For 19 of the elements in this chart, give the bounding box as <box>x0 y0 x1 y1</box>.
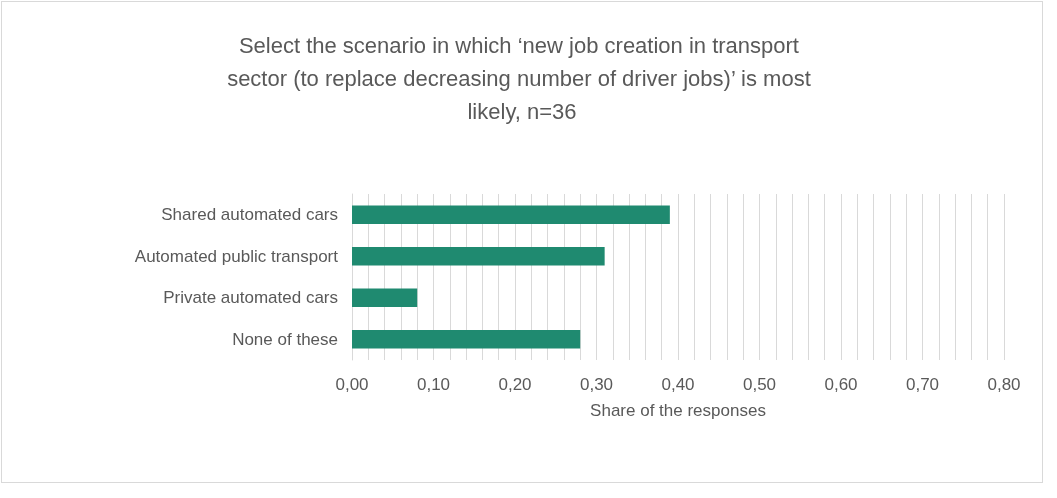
x-tick-label: 0,00 <box>335 375 369 394</box>
bar <box>352 329 581 349</box>
chart-title: Select the scenario in which ‘new job creation in transport sector (to replace decreasing number of driver jobs)’ is most likely, n=36 <box>227 33 817 124</box>
x-tick-label: 0,30 <box>579 375 614 394</box>
y-tick-label: Automated public transport <box>134 246 339 266</box>
x-tick-label: 0,60 <box>824 375 858 394</box>
x-tick-label: 0,20 <box>498 375 532 394</box>
bar <box>352 288 418 308</box>
x-tick-label: 0,10 <box>416 375 451 394</box>
bar <box>352 205 670 225</box>
x-tick-label: 0,40 <box>661 375 695 394</box>
y-tick-label: Private automated cars <box>163 288 338 308</box>
x-tick-label: 0,70 <box>905 375 940 394</box>
x-tick-label: 0,50 <box>742 375 777 394</box>
y-tick-label: Shared automated cars <box>161 205 338 225</box>
x-tick-label: 0,80 <box>987 375 1021 394</box>
x-axis-title: Share of the responses <box>590 401 766 420</box>
bar <box>352 246 605 266</box>
y-tick-label: None of these <box>232 329 338 349</box>
